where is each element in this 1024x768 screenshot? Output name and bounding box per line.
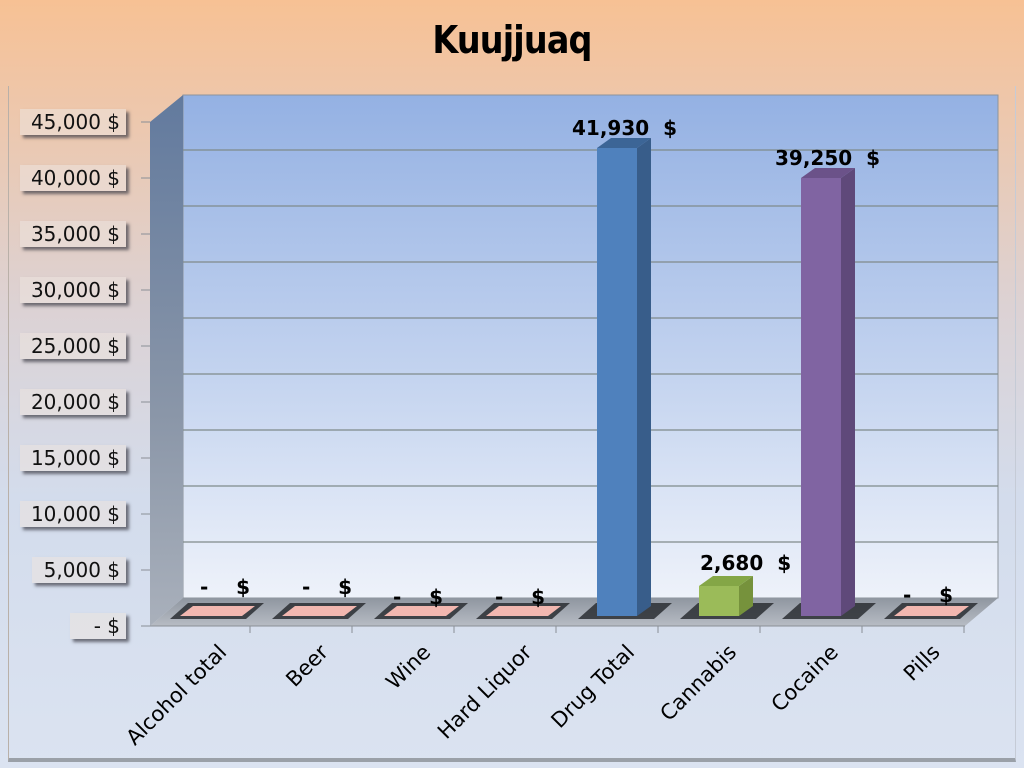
chart-frame <box>8 86 1016 762</box>
y-tick-label: 35,000 $ <box>20 221 126 247</box>
bar-beer <box>272 603 366 619</box>
y-tick-label: 45,000 $ <box>20 109 126 135</box>
y-tick-label: 25,000 $ <box>20 333 126 359</box>
y-tick-label: 5,000 $ <box>32 557 126 583</box>
y-tick-label: 40,000 $ <box>20 165 126 191</box>
bar-hard-liquor <box>476 603 570 619</box>
data-label-pills: - $ <box>903 583 954 607</box>
data-label-wine: - $ <box>393 585 444 609</box>
bar-cocaine <box>801 168 855 616</box>
data-label-alcohol-total: - $ <box>200 575 251 599</box>
data-label-drug-total: 41,930 $ <box>572 116 678 140</box>
y-tick-label: 20,000 $ <box>20 389 126 415</box>
data-label-beer: - $ <box>302 575 353 599</box>
side-wall <box>150 95 183 626</box>
bar-pills <box>884 603 978 619</box>
bar-cannabis <box>699 576 753 616</box>
y-tick-label: 10,000 $ <box>20 501 126 527</box>
y-tick-label: 15,000 $ <box>20 445 126 471</box>
floor <box>150 598 998 626</box>
chart-title: Kuujjuaq <box>432 18 592 62</box>
bar-drug-total <box>597 138 651 616</box>
bar-alcohol-total <box>170 603 264 619</box>
data-label-cannabis: 2,680 $ <box>700 551 792 575</box>
data-label-hard-liquor: - $ <box>495 585 546 609</box>
y-tick-label: 30,000 $ <box>20 277 126 303</box>
y-tick-label: - $ <box>70 613 126 639</box>
data-label-cocaine: 39,250 $ <box>775 146 881 170</box>
bar-wine <box>374 603 468 619</box>
back-wall <box>182 94 999 599</box>
gridlines <box>183 149 998 543</box>
